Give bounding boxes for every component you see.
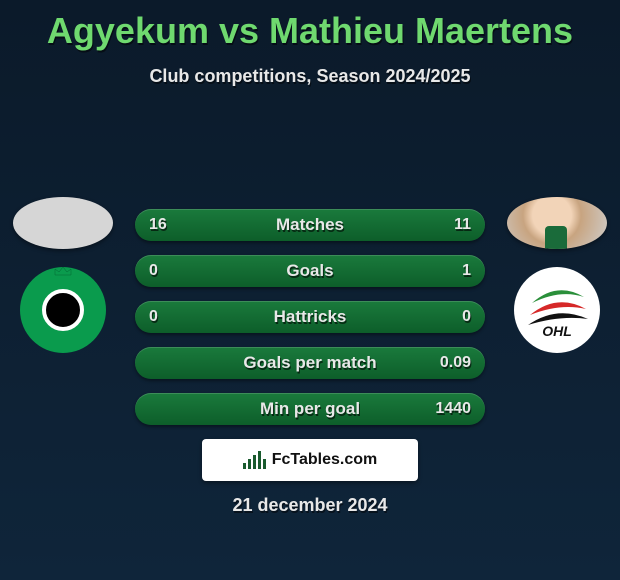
stat-right-value: 1 <box>462 262 471 280</box>
stat-label: Min per goal <box>260 399 360 419</box>
comparison-date: 21 december 2024 <box>0 495 620 516</box>
stat-row-min-per-goal: Min per goal 1440 <box>135 393 485 425</box>
stat-row-hattricks: 0 Hattricks 0 <box>135 301 485 333</box>
left-player-column <box>8 197 118 353</box>
player-avatar-left <box>13 197 113 249</box>
stat-right-value: 1440 <box>435 400 471 418</box>
stat-right-value: 0.09 <box>440 354 471 372</box>
brand-badge: FcTables.com <box>202 439 418 481</box>
club-logo-left-inner <box>42 289 84 331</box>
stat-right-value: 0 <box>462 308 471 326</box>
stat-row-goals-per-match: Goals per match 0.09 <box>135 347 485 379</box>
stat-label: Goals <box>286 261 333 281</box>
stat-label: Goals per match <box>243 353 376 373</box>
stat-row-matches: 16 Matches 11 <box>135 209 485 241</box>
stat-label: Hattricks <box>274 307 347 327</box>
comparison-subtitle: Club competitions, Season 2024/2025 <box>0 66 620 87</box>
player-avatar-right <box>507 197 607 249</box>
club-logo-right: OHL <box>514 267 600 353</box>
brand-label: FcTables.com <box>272 451 378 469</box>
crown-icon <box>53 265 73 277</box>
right-player-column: OHL <box>502 197 612 353</box>
stat-row-goals: 0 Goals 1 <box>135 255 485 287</box>
club-logo-left <box>20 267 106 353</box>
bars-icon <box>243 451 266 469</box>
club-logo-right-text: OHL <box>542 323 572 339</box>
comparison-title: Agyekum vs Mathieu Maertens <box>0 0 620 52</box>
stat-left-value: 0 <box>149 308 158 326</box>
stats-table: 16 Matches 11 0 Goals 1 0 Hattricks 0 Go… <box>135 209 485 439</box>
stat-label: Matches <box>276 215 344 235</box>
stat-left-value: 16 <box>149 216 167 234</box>
stat-right-value: 11 <box>454 216 471 234</box>
stat-left-value: 0 <box>149 262 158 280</box>
